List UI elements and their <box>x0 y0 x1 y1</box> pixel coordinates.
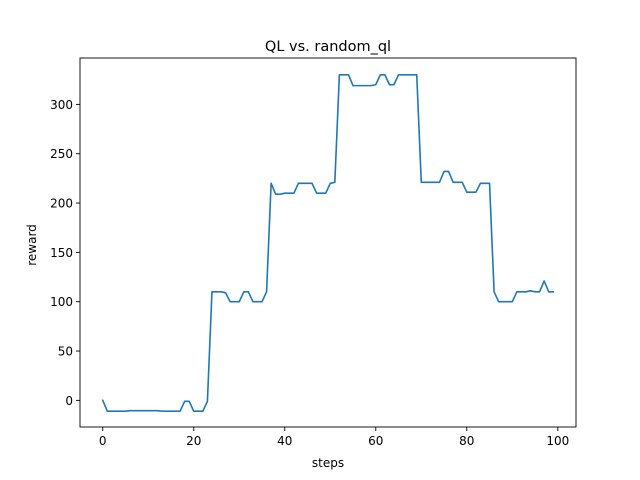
y-tick-label: 300 <box>50 98 73 112</box>
plot-area <box>101 73 555 413</box>
y-axis-label: reward <box>25 224 39 266</box>
x-tick-label: 40 <box>277 434 292 448</box>
y-tick-label: 50 <box>58 345 73 359</box>
x-tick-label: 60 <box>368 434 383 448</box>
y-tick-label: 200 <box>50 197 73 211</box>
series-line-0 <box>101 73 555 413</box>
chart-title: QL vs. random_ql <box>265 39 391 55</box>
x-tick-label: 80 <box>459 434 474 448</box>
y-tick-label: 150 <box>50 246 73 260</box>
axes-frame <box>79 57 577 428</box>
y-tick-label: 0 <box>65 394 73 408</box>
x-tick-label: 0 <box>99 434 107 448</box>
x-tick-label: 20 <box>186 434 201 448</box>
y-tick-label: 100 <box>50 295 73 309</box>
y-tick-label: 250 <box>50 147 73 161</box>
axes: 0 20 40 60 80 100 0 50 100 150 200 250 300 <box>50 57 577 448</box>
x-axis-label: steps <box>312 456 344 470</box>
x-tick-label: 100 <box>546 434 569 448</box>
